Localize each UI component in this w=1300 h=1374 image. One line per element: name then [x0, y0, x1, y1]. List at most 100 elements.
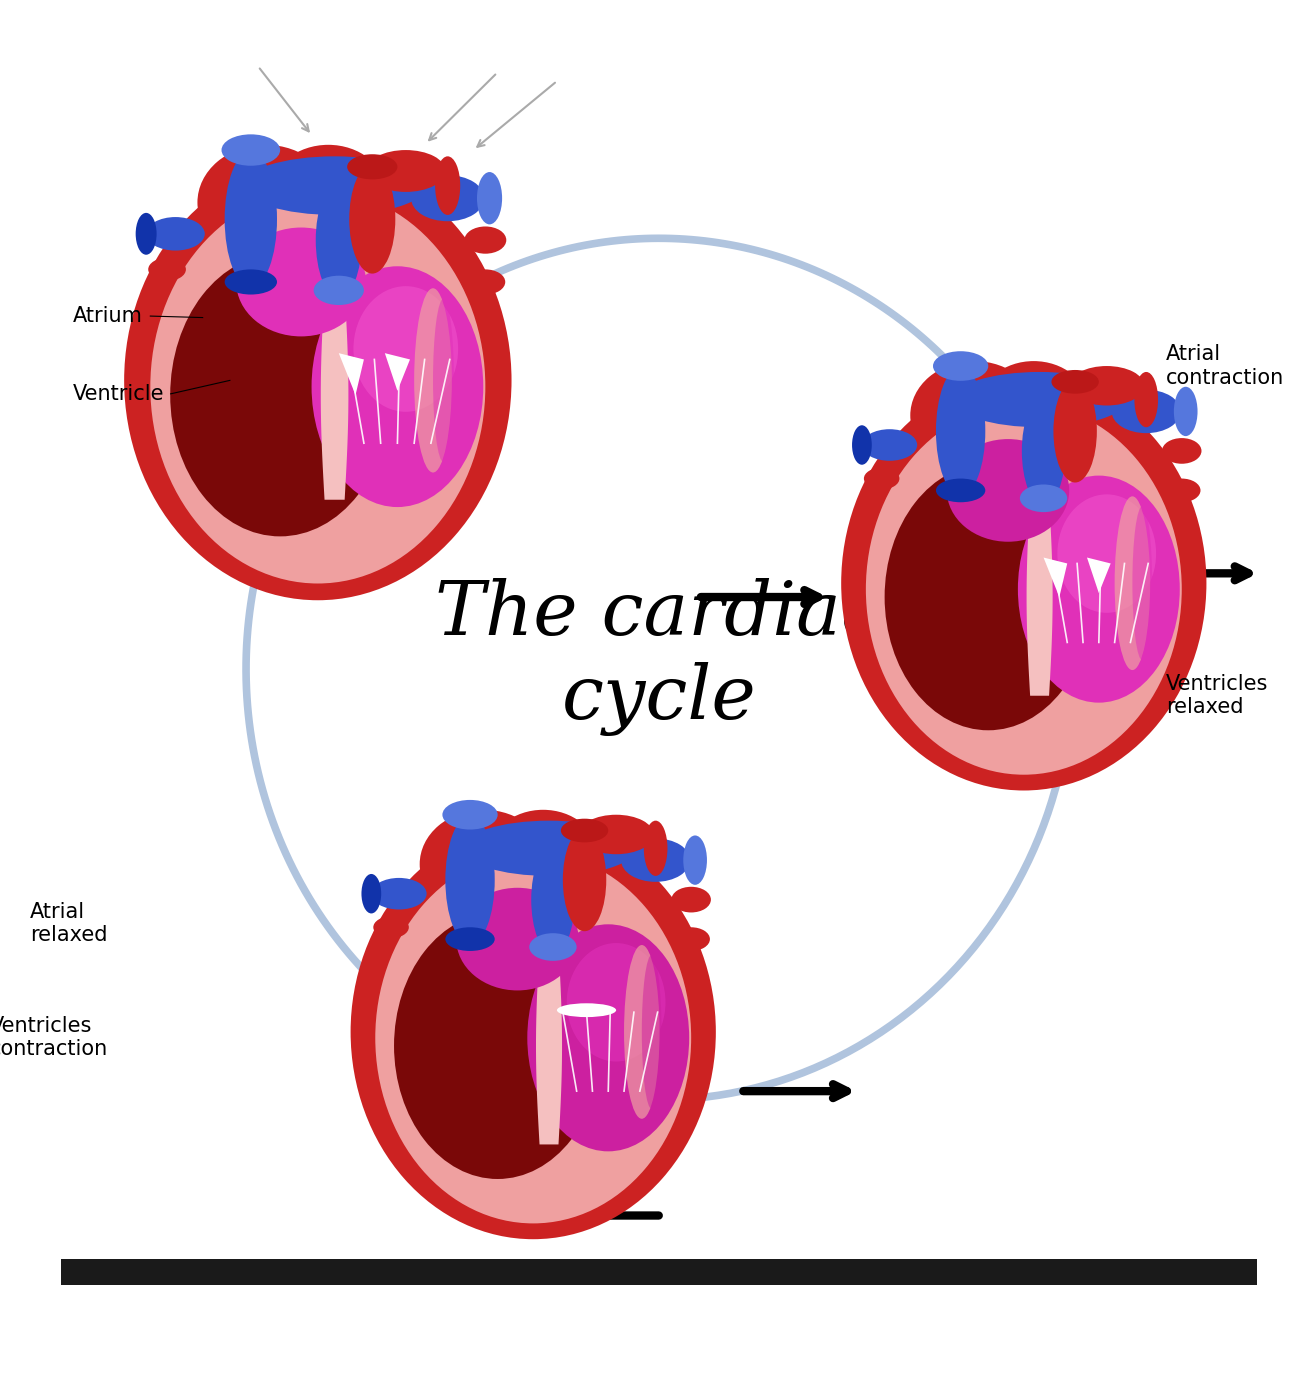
- Bar: [61, 1259, 1257, 1285]
- Ellipse shape: [151, 190, 485, 584]
- Ellipse shape: [1053, 379, 1097, 482]
- Ellipse shape: [1164, 478, 1200, 503]
- Ellipse shape: [862, 429, 918, 460]
- Ellipse shape: [350, 165, 395, 273]
- Ellipse shape: [1022, 397, 1065, 506]
- Ellipse shape: [532, 845, 575, 954]
- Ellipse shape: [225, 151, 277, 287]
- Ellipse shape: [644, 820, 667, 877]
- Ellipse shape: [936, 478, 985, 503]
- Ellipse shape: [936, 367, 985, 496]
- Ellipse shape: [1135, 372, 1158, 427]
- Ellipse shape: [436, 157, 460, 214]
- Ellipse shape: [1069, 365, 1144, 405]
- Ellipse shape: [456, 888, 578, 991]
- Ellipse shape: [198, 144, 334, 260]
- Ellipse shape: [270, 144, 386, 239]
- Text: Atrial
relaxed: Atrial relaxed: [30, 901, 108, 945]
- Ellipse shape: [347, 154, 398, 180]
- Ellipse shape: [146, 217, 205, 250]
- Ellipse shape: [528, 925, 689, 1151]
- Ellipse shape: [372, 878, 426, 910]
- Ellipse shape: [563, 829, 606, 932]
- Text: The cardiac
cycle: The cardiac cycle: [436, 578, 883, 736]
- Ellipse shape: [351, 824, 716, 1239]
- Ellipse shape: [237, 228, 367, 337]
- Ellipse shape: [148, 258, 186, 280]
- Ellipse shape: [344, 166, 438, 246]
- Ellipse shape: [910, 361, 1039, 470]
- Ellipse shape: [433, 298, 454, 462]
- Ellipse shape: [415, 289, 452, 473]
- Text: Ventricle: Ventricle: [73, 383, 164, 404]
- Ellipse shape: [1132, 506, 1152, 660]
- Ellipse shape: [1162, 438, 1201, 464]
- Text: Ventricles
contraction: Ventricles contraction: [0, 1017, 108, 1059]
- Ellipse shape: [621, 838, 690, 882]
- Ellipse shape: [946, 440, 1069, 541]
- Text: Ventricles
relaxed: Ventricles relaxed: [1166, 675, 1269, 717]
- Ellipse shape: [578, 815, 654, 855]
- Ellipse shape: [361, 874, 381, 914]
- Ellipse shape: [367, 150, 446, 192]
- Ellipse shape: [124, 161, 511, 600]
- Text: Atrium: Atrium: [73, 306, 143, 326]
- Ellipse shape: [671, 886, 711, 912]
- Ellipse shape: [979, 361, 1088, 449]
- Ellipse shape: [852, 426, 872, 464]
- Ellipse shape: [446, 927, 495, 951]
- Ellipse shape: [373, 916, 408, 938]
- Ellipse shape: [411, 174, 485, 221]
- Ellipse shape: [1114, 496, 1150, 671]
- Ellipse shape: [866, 404, 1182, 775]
- Ellipse shape: [1020, 485, 1067, 513]
- Ellipse shape: [313, 276, 364, 305]
- Ellipse shape: [953, 372, 1127, 427]
- Ellipse shape: [1049, 382, 1138, 456]
- Ellipse shape: [225, 269, 277, 294]
- Polygon shape: [1027, 499, 1053, 695]
- Ellipse shape: [243, 157, 426, 214]
- Ellipse shape: [221, 135, 280, 166]
- Ellipse shape: [642, 955, 662, 1109]
- Ellipse shape: [464, 227, 506, 254]
- Polygon shape: [1087, 558, 1110, 594]
- Ellipse shape: [624, 945, 659, 1118]
- Text: Atrial
contraction: Atrial contraction: [1166, 345, 1284, 387]
- Ellipse shape: [420, 809, 549, 918]
- Ellipse shape: [316, 183, 361, 298]
- Ellipse shape: [462, 820, 636, 877]
- Ellipse shape: [864, 467, 900, 489]
- Ellipse shape: [567, 943, 666, 1062]
- Ellipse shape: [529, 933, 577, 960]
- Ellipse shape: [684, 835, 707, 885]
- Polygon shape: [385, 353, 410, 390]
- Polygon shape: [1044, 558, 1067, 598]
- Ellipse shape: [884, 464, 1092, 731]
- Ellipse shape: [933, 352, 988, 381]
- Ellipse shape: [556, 1003, 616, 1017]
- Ellipse shape: [446, 816, 495, 944]
- Ellipse shape: [170, 254, 390, 536]
- Polygon shape: [339, 353, 364, 396]
- Ellipse shape: [354, 286, 458, 412]
- Ellipse shape: [1057, 495, 1156, 613]
- Polygon shape: [321, 290, 348, 500]
- Ellipse shape: [394, 912, 602, 1179]
- Ellipse shape: [442, 800, 498, 830]
- Ellipse shape: [841, 376, 1206, 790]
- Ellipse shape: [465, 269, 506, 294]
- Ellipse shape: [1112, 390, 1180, 433]
- Ellipse shape: [477, 172, 502, 224]
- Ellipse shape: [1018, 475, 1180, 702]
- Ellipse shape: [672, 927, 710, 951]
- Ellipse shape: [558, 830, 646, 905]
- Ellipse shape: [489, 809, 598, 899]
- Ellipse shape: [1174, 386, 1197, 436]
- Polygon shape: [536, 947, 562, 1145]
- Ellipse shape: [312, 267, 484, 507]
- Ellipse shape: [560, 819, 608, 842]
- Ellipse shape: [376, 852, 692, 1223]
- Ellipse shape: [1052, 370, 1098, 394]
- Ellipse shape: [135, 213, 156, 254]
